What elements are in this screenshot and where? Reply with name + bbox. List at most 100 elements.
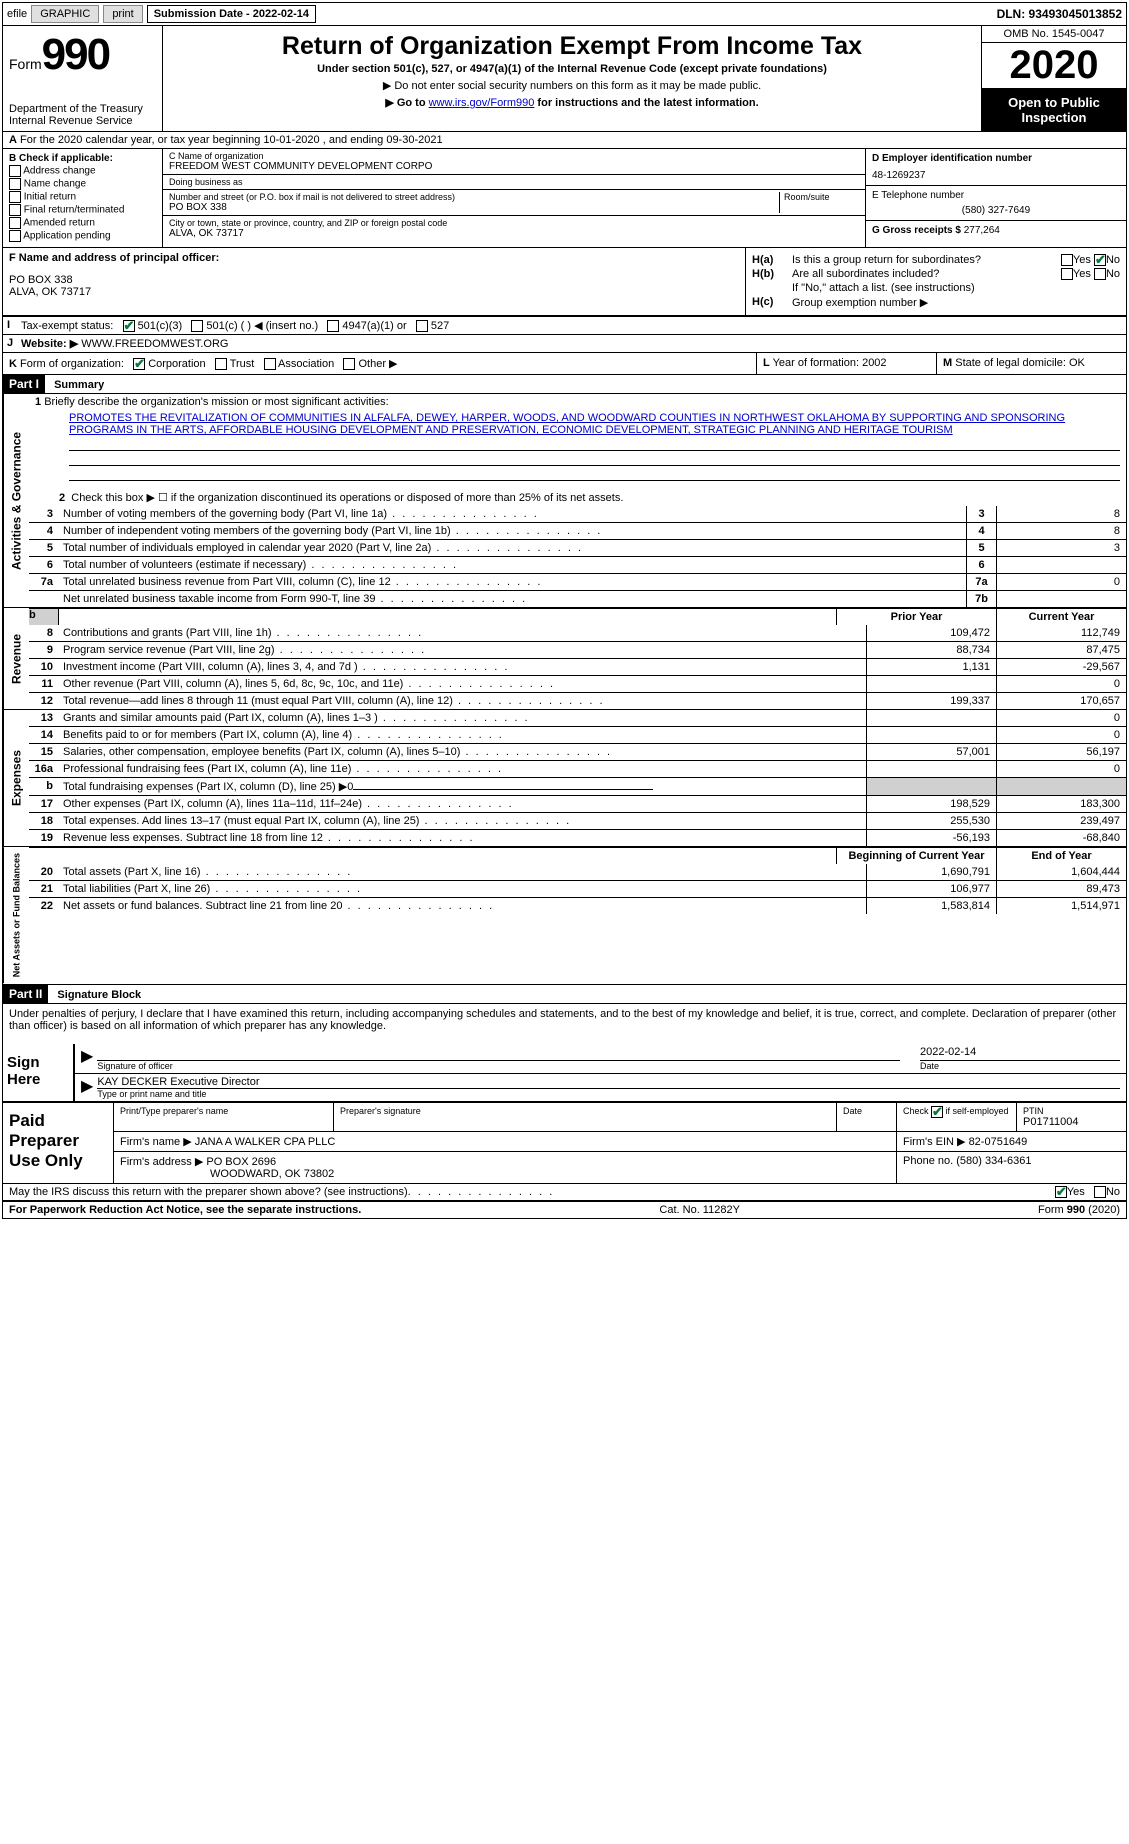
i-501c: 501(c) ( ) ◀ (insert no.)	[206, 320, 318, 332]
type-name-label: Type or print name and title	[97, 1088, 1120, 1099]
i-content: Tax-exempt status: 501(c)(3) 501(c) ( ) …	[17, 317, 1126, 334]
dept-label: Department of the Treasury	[9, 103, 156, 115]
part1-header: Part I Summary	[3, 375, 1126, 394]
ag-line: Net unrelated business taxable income fr…	[29, 590, 1126, 607]
form-number: Form990	[9, 30, 156, 80]
hb-opts: Yes No	[1061, 268, 1120, 280]
data-line: 17Other expenses (Part IX, column (A), l…	[29, 795, 1126, 812]
line2: 2 Check this box ▶ ☐ if the organization…	[29, 485, 1126, 506]
firm-addr-label: Firm's address ▶	[120, 1156, 203, 1168]
addr-value: PO BOX 338	[169, 202, 779, 213]
j-content: Website: ▶ WWW.FREEDOMWEST.ORG	[17, 335, 1126, 352]
open-inspection: Open to Public Inspection	[982, 89, 1126, 131]
section-fh: F Name and address of principal officer:…	[3, 248, 1126, 316]
line2-text: Check this box ▶ ☐ if the organization d…	[71, 492, 623, 504]
vtab-rev: Revenue	[3, 608, 29, 709]
e-phone-cell: E Telephone number (580) 327-7649	[866, 186, 1126, 221]
prep-date-label: Date	[843, 1106, 890, 1116]
footer: For Paperwork Reduction Act Notice, see …	[3, 1201, 1126, 1218]
form-990-num: 990	[42, 30, 109, 79]
chk-initial[interactable]: Initial return	[9, 191, 156, 203]
opt-initial: Initial return	[24, 192, 76, 203]
chk-amended[interactable]: Amended return	[9, 217, 156, 229]
d-ein-cell: D Employer identification number 48-1269…	[866, 149, 1126, 186]
data-line: 15Salaries, other compensation, employee…	[29, 743, 1126, 760]
data-line: 12Total revenue—add lines 8 through 11 (…	[29, 692, 1126, 709]
b-header: B Check if applicable:	[9, 153, 156, 164]
discuss-no: No	[1106, 1186, 1120, 1198]
hb-note-row: If "No," attach a list. (see instruction…	[752, 282, 1120, 294]
website-url: WWW.FREEDOMWEST.ORG	[81, 338, 228, 350]
prep-row2: Firm's name ▶ JANA A WALKER CPA PLLC Fir…	[113, 1132, 1126, 1152]
addr-label: Number and street (or P.O. box if mail i…	[169, 192, 779, 202]
chk-final[interactable]: Final return/terminated	[9, 204, 156, 216]
row-klm: K Form of organization: Corporation Trus…	[3, 353, 1126, 375]
m-cell: M State of legal domicile: OK	[936, 353, 1126, 374]
data-line: 16aProfessional fundraising fees (Part I…	[29, 760, 1126, 777]
sign-here-label: Sign Here	[3, 1044, 73, 1101]
i-label: I	[3, 317, 17, 334]
m-text: State of legal domicile: OK	[955, 357, 1085, 369]
part2-title: Signature Block	[51, 987, 147, 1003]
mission-block: PROMOTES THE REVITALIZATION OF COMMUNITI…	[29, 410, 1126, 485]
self-employed: Check if self-employed	[903, 1106, 1009, 1116]
prep-name-label: Print/Type preparer's name	[120, 1106, 327, 1116]
prep-row3: Firm's address ▶ PO BOX 2696 WOODWARD, O…	[113, 1152, 1126, 1183]
ag-line: 5Total number of individuals employed in…	[29, 539, 1126, 556]
header-left: Form990 Department of the Treasury Inter…	[3, 26, 163, 131]
col-begin: Beginning of Current Year	[836, 848, 996, 864]
form-page: efile GRAPHIC print Submission Date - 20…	[2, 2, 1127, 1219]
officer-name-line: ▶ KAY DECKER Executive Director Type or …	[75, 1074, 1126, 1101]
gross-value: 277,264	[964, 225, 1000, 236]
row-a-label: A	[9, 134, 17, 146]
chk-address[interactable]: Address change	[9, 165, 156, 177]
ssn-note: ▶ Do not enter social security numbers o…	[173, 79, 971, 92]
dba-label: Doing business as	[169, 177, 859, 187]
data-line: 10Investment income (Part VIII, column (…	[29, 658, 1126, 675]
data-line: 19Revenue less expenses. Subtract line 1…	[29, 829, 1126, 846]
col-b: B Check if applicable: Address change Na…	[3, 149, 163, 247]
chk-pending[interactable]: Application pending	[9, 230, 156, 242]
submission-date: Submission Date - 2022-02-14	[147, 5, 316, 23]
form990-link[interactable]: www.irs.gov/Form990	[429, 97, 535, 109]
part2-header: Part II Signature Block	[3, 985, 1126, 1004]
dept-treasury: Department of the Treasury Internal Reve…	[9, 103, 156, 127]
mission-text[interactable]: PROMOTES THE REVITALIZATION OF COMMUNITI…	[69, 412, 1065, 436]
c-name-label: C Name of organization	[169, 151, 859, 161]
data-line: 11Other revenue (Part VIII, column (A), …	[29, 675, 1126, 692]
firm-ein-label: Firm's EIN ▶	[903, 1136, 966, 1148]
discuss-opts: Yes No	[1055, 1186, 1120, 1198]
opt-pending: Application pending	[23, 231, 110, 242]
chk-name[interactable]: Name change	[9, 178, 156, 190]
j-text: Website: ▶	[21, 338, 78, 350]
omb-number: OMB No. 1545-0047	[982, 26, 1126, 43]
form-header: Form990 Department of the Treasury Inter…	[3, 26, 1126, 132]
sign-right: ▶ Signature of officer 2022-02-14 Date ▶…	[73, 1044, 1126, 1101]
graphic-button[interactable]: GRAPHIC	[31, 5, 99, 23]
row-a-text: For the 2020 calendar year, or tax year …	[20, 134, 443, 146]
goto-pre: ▶ Go to	[385, 97, 428, 109]
c-name-cell: C Name of organization FREEDOM WEST COMM…	[163, 149, 865, 175]
opt-amended: Amended return	[23, 218, 95, 229]
ag-line: 4Number of independent voting members of…	[29, 522, 1126, 539]
ag-line: 6Total number of volunteers (estimate if…	[29, 556, 1126, 573]
print-button[interactable]: print	[103, 5, 142, 23]
prep-phone-label: Phone no.	[903, 1155, 953, 1167]
l-label: L	[763, 357, 770, 369]
efile-label: efile	[7, 8, 27, 20]
phone-value: (580) 327-7649	[872, 205, 1120, 216]
officer-name: KAY DECKER Executive Director	[97, 1076, 1120, 1088]
exp-content: 13Grants and similar amounts paid (Part …	[29, 710, 1126, 846]
m-label: M	[943, 357, 952, 369]
ha-opts: Yes No	[1061, 254, 1120, 266]
hb-row: H(b) Are all subordinates included? Yes …	[752, 268, 1120, 280]
sign-here-block: Sign Here ▶ Signature of officer 2022-02…	[3, 1044, 1126, 1102]
prep-row1: Print/Type preparer's name Preparer's si…	[113, 1103, 1126, 1132]
prep-sig-label: Preparer's signature	[340, 1106, 830, 1116]
data-line: 21Total liabilities (Part X, line 26)106…	[29, 880, 1126, 897]
f-label: F Name and address of principal officer:	[9, 252, 219, 264]
firm-ein: 82-0751649	[969, 1136, 1028, 1148]
ag-line: 7aTotal unrelated business revenue from …	[29, 573, 1126, 590]
data-line: bTotal fundraising expenses (Part IX, co…	[29, 777, 1126, 795]
data-line: 9Program service revenue (Part VIII, lin…	[29, 641, 1126, 658]
